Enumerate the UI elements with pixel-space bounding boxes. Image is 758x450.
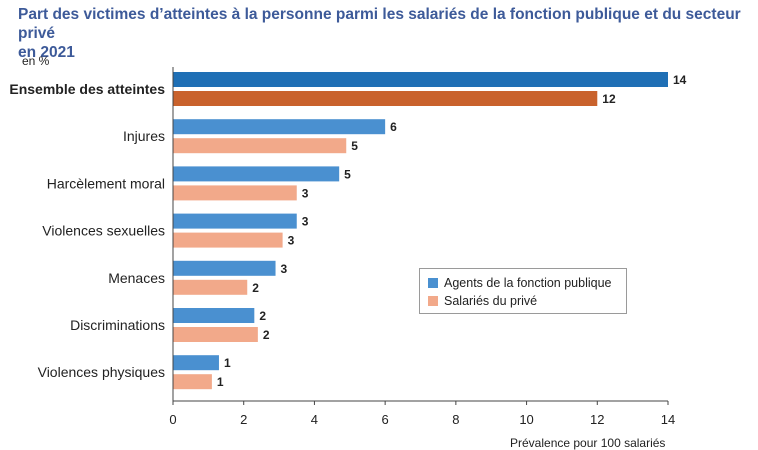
bar bbox=[173, 91, 598, 106]
category-label: Injures bbox=[123, 128, 165, 144]
data-label: 3 bbox=[281, 262, 288, 276]
category-label: Violences sexuelles bbox=[42, 223, 165, 239]
legend: Agents de la fonction publique Salariés … bbox=[419, 268, 627, 314]
unit-label: en % bbox=[22, 54, 50, 68]
bar bbox=[173, 213, 297, 229]
x-tick-label: 12 bbox=[590, 412, 604, 427]
x-tick-label: 10 bbox=[519, 412, 533, 427]
category-label: Menaces bbox=[108, 270, 165, 286]
bar bbox=[173, 327, 258, 342]
bar bbox=[173, 232, 283, 248]
bar bbox=[173, 185, 297, 201]
data-label: 3 bbox=[302, 215, 309, 229]
legend-label-public: Agents de la fonction publique bbox=[444, 276, 612, 290]
bar bbox=[173, 138, 347, 154]
data-label: 3 bbox=[302, 186, 309, 200]
bar bbox=[173, 374, 212, 390]
x-axis-label: Prévalence pour 100 salariés bbox=[510, 436, 666, 450]
chart-title: Part des victimes d’atteintes à la perso… bbox=[18, 6, 741, 61]
data-label: 1 bbox=[217, 375, 224, 389]
x-tick-label: 0 bbox=[169, 412, 176, 427]
category-label: Violences physiques bbox=[38, 364, 165, 380]
bar bbox=[173, 355, 219, 371]
x-tick-label: 4 bbox=[311, 412, 318, 427]
x-tick-label: 6 bbox=[382, 412, 389, 427]
category-label: Ensemble des atteintes bbox=[9, 81, 165, 97]
bar bbox=[173, 72, 668, 87]
legend-label-private: Salariés du privé bbox=[444, 294, 538, 308]
legend-swatch-public bbox=[428, 278, 438, 288]
data-label: 2 bbox=[259, 309, 266, 323]
bar bbox=[173, 279, 248, 295]
bar bbox=[173, 166, 340, 182]
legend-item-public: Agents de la fonction publique bbox=[428, 274, 626, 292]
data-label: 5 bbox=[344, 167, 351, 181]
x-tick-label: 8 bbox=[452, 412, 459, 427]
legend-item-private: Salariés du privé bbox=[428, 292, 626, 310]
data-label: 2 bbox=[263, 328, 270, 342]
data-label: 12 bbox=[602, 92, 616, 106]
category-label: Discriminations bbox=[70, 317, 165, 333]
legend-swatch-private bbox=[428, 296, 438, 306]
category-label: Harcèlement moral bbox=[47, 175, 165, 191]
bar bbox=[173, 308, 255, 323]
bar bbox=[173, 119, 386, 135]
bar bbox=[173, 260, 276, 276]
x-tick-label: 14 bbox=[661, 412, 675, 427]
data-label: 3 bbox=[288, 234, 295, 248]
data-label: 14 bbox=[673, 73, 687, 87]
data-label: 5 bbox=[351, 139, 358, 153]
data-label: 1 bbox=[224, 356, 231, 370]
data-label: 6 bbox=[390, 120, 397, 134]
data-label: 2 bbox=[252, 281, 259, 295]
x-tick-label: 2 bbox=[240, 412, 247, 427]
